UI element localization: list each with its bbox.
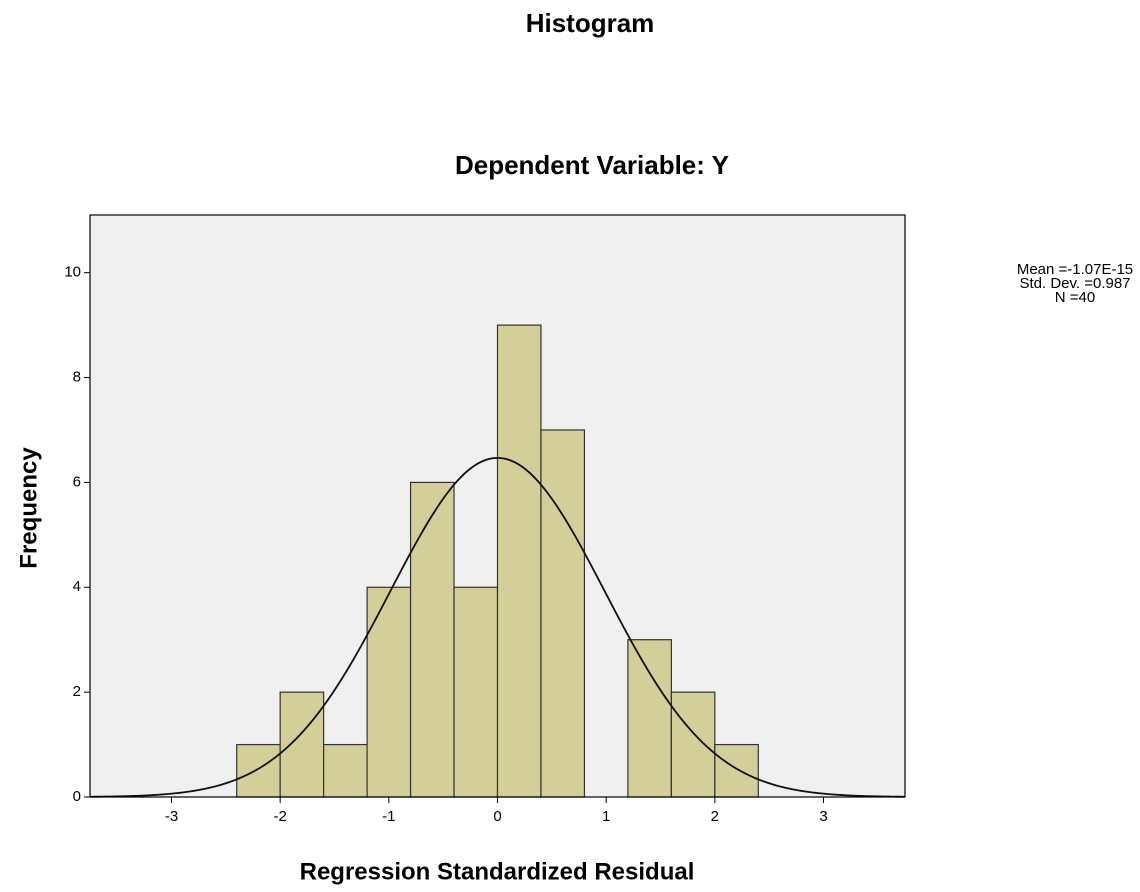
bar — [627, 639, 672, 798]
stat-label: Std. Dev. =0.987 — [1019, 275, 1130, 292]
bar — [366, 586, 412, 798]
bar — [409, 481, 455, 798]
x-tick-label: 0 — [493, 808, 501, 825]
y-tick-label: 8 — [73, 369, 81, 386]
y-tick-label: 10 — [64, 264, 81, 281]
y-tick-label: 2 — [73, 683, 81, 700]
chart-title: Histogram — [526, 8, 655, 38]
bar — [496, 324, 542, 798]
stat-label: Mean =-1.07E-15 — [1017, 261, 1133, 278]
bar — [540, 429, 586, 798]
stat-label: N =40 — [1055, 289, 1095, 306]
bar — [279, 691, 325, 798]
bar — [670, 691, 716, 798]
y-tick-label: 6 — [73, 473, 81, 490]
chart-subtitle: Dependent Variable: Y — [455, 150, 729, 180]
x-axis-label: Regression Standardized Residual — [300, 858, 695, 885]
x-tick-label: 2 — [711, 808, 719, 825]
x-tick-label: -2 — [273, 808, 286, 825]
x-tick-label: 3 — [819, 808, 827, 825]
normal-curve — [89, 457, 906, 798]
bar — [236, 743, 281, 798]
bar — [453, 586, 499, 798]
x-tick-label: -3 — [165, 808, 178, 825]
x-tick-label: -1 — [382, 808, 395, 825]
bar — [323, 743, 368, 798]
x-tick-label: 1 — [602, 808, 610, 825]
y-tick-label: 0 — [73, 788, 81, 805]
bar — [714, 743, 759, 798]
y-axis-label: Frequency — [15, 447, 42, 569]
y-tick-label: 4 — [73, 578, 81, 595]
